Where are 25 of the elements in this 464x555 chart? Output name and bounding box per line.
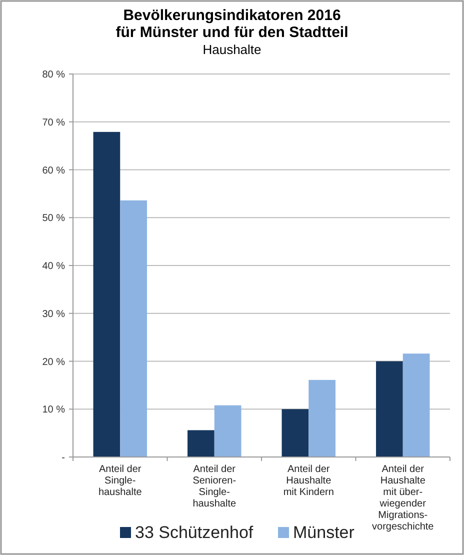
chart-subtitle: Haushalte xyxy=(202,42,262,57)
x-tick-label: Anteil der Haushalte mit Kindern xyxy=(283,464,334,498)
bar xyxy=(402,354,430,457)
legend-label: 33 Schützenhof xyxy=(135,523,254,542)
bar xyxy=(188,430,214,457)
y-tick-label: - xyxy=(62,452,65,464)
x-tick-label: Anteil der Haushalte mit über- wiegender Migrations- vorgeschichte xyxy=(372,464,434,532)
y-tick-label: 30 % xyxy=(42,308,66,320)
bar xyxy=(308,380,336,457)
x-tick-label: Anteil der Single- haushalte xyxy=(98,464,142,498)
y-tick-label: 60 % xyxy=(42,165,66,176)
bar xyxy=(376,361,403,457)
y-tick-label: 50 % xyxy=(42,213,66,224)
y-tick-label: 20 % xyxy=(42,356,66,368)
legend-label: Münster xyxy=(293,523,355,542)
x-tick-label: Anteil der Senioren- Single- haushalte xyxy=(192,464,236,510)
y-tick-label: 10 % xyxy=(42,404,66,416)
bar xyxy=(120,200,147,457)
y-tick-label: 70 % xyxy=(42,117,66,128)
bar xyxy=(282,409,309,457)
bar xyxy=(214,405,242,457)
y-tick-label: 40 % xyxy=(42,261,66,272)
chart-title: Bevölkerungsindikatoren 2016 für Münster und für den Stadtteil xyxy=(116,7,348,41)
y-tick-label: 80 % xyxy=(42,70,66,80)
bar xyxy=(93,132,120,457)
